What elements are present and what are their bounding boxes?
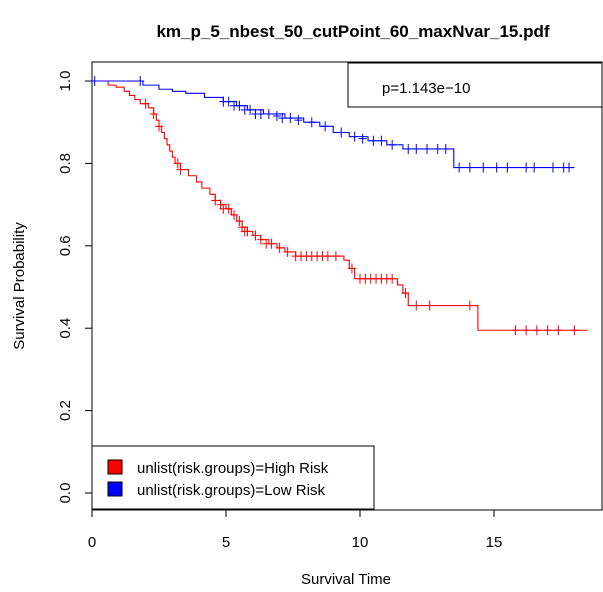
y-axis-label: Survival Probability [11, 222, 28, 350]
censor-mark-low-risk [492, 162, 501, 173]
p-value-text: p=1.143e−10 [382, 80, 470, 97]
censor-mark-low-risk [404, 143, 413, 154]
x-axis-label: Survival Time [301, 571, 391, 588]
censor-mark-high-risk [230, 209, 239, 220]
censor-mark-high-risk [465, 300, 474, 311]
x-axis: 0 5 10 15 [88, 509, 503, 551]
censor-mark-low-risk [441, 143, 450, 154]
censor-mark-low-risk [433, 143, 442, 154]
censor-mark-low-risk [264, 108, 273, 119]
censor-mark-high-risk [176, 164, 185, 175]
series-line-high-risk [92, 80, 588, 331]
p-value-box: p=1.143e−10 [347, 62, 603, 108]
censor-mark-high-risk [425, 300, 434, 311]
chart-title: km_p_5_nbest_50_cutPoint_60_maxNvar_15.p… [156, 22, 549, 41]
censor-mark-high-risk [256, 234, 265, 245]
legend-swatch-high-risk [107, 459, 123, 475]
censor-mark-low-risk [479, 162, 488, 173]
censor-mark-low-risk [224, 96, 233, 107]
censor-mark-high-risk [331, 251, 340, 262]
y-tick-label: 1.0 [57, 71, 74, 92]
censor-mark-low-risk [272, 111, 281, 122]
censor-mark-high-risk [211, 195, 220, 206]
x-tick-label: 10 [352, 534, 369, 551]
y-axis: 0.0 0.2 0.4 0.6 0.8 1.0 [57, 71, 93, 504]
censor-mark-low-risk [256, 108, 265, 119]
censor-mark-high-risk [275, 242, 284, 253]
legend-swatch-low-risk [107, 481, 123, 497]
series-layer [90, 76, 588, 336]
censor-mark-high-risk [532, 325, 541, 336]
censor-mark-low-risk [350, 131, 359, 142]
censor-mark-high-risk [224, 203, 233, 214]
censor-mark-high-risk [155, 121, 163, 132]
censor-mark-low-risk [369, 135, 378, 146]
censor-mark-low-risk [246, 104, 255, 115]
censor-mark-low-risk [337, 127, 346, 138]
y-tick-label: 0.4 [57, 318, 74, 339]
censor-mark-high-risk [522, 325, 531, 336]
censor-mark-high-risk [554, 325, 563, 336]
censor-mark-high-risk [243, 226, 252, 237]
censor-mark-low-risk [358, 133, 367, 144]
censor-mark-low-risk [235, 100, 244, 111]
y-tick-label: 0.6 [57, 235, 74, 256]
censor-mark-high-risk [173, 158, 182, 169]
censor-mark-high-risk [543, 325, 552, 336]
censor-mark-high-risk [388, 273, 397, 284]
censor-mark-low-risk [503, 162, 512, 173]
censor-mark-high-risk [141, 98, 150, 109]
censor-mark-low-risk [548, 162, 557, 173]
p-value-box-frame [347, 62, 603, 108]
censor-mark-low-risk [412, 143, 421, 154]
censor-mark-low-risk [465, 162, 474, 173]
censor-mark-high-risk [511, 325, 520, 336]
y-tick-label: 0.0 [57, 483, 74, 504]
censor-mark-low-risk [278, 113, 287, 124]
censor-mark-high-risk [235, 216, 244, 227]
censor-mark-high-risk [149, 108, 158, 119]
censor-mark-high-risk [323, 251, 332, 262]
y-tick-label: 0.2 [57, 400, 74, 421]
censor-mark-low-risk [530, 162, 539, 173]
legend-label-low-risk: unlist(risk.groups)=Low Risk [137, 482, 325, 499]
censor-mark-low-risk [388, 139, 397, 150]
censor-mark-low-risk [286, 113, 295, 124]
legend-frame [91, 445, 375, 510]
x-tick-label: 5 [222, 534, 230, 551]
censor-mark-low-risk [565, 162, 574, 173]
censor-mark-high-risk [267, 238, 276, 249]
censor-mark-high-risk [570, 325, 579, 336]
censor-mark-low-risk [423, 143, 431, 154]
legend-label-high-risk: unlist(risk.groups)=High Risk [137, 460, 329, 477]
y-tick-label: 0.8 [57, 153, 74, 174]
censor-mark-low-risk [294, 115, 303, 126]
censor-mark-low-risk [377, 135, 386, 146]
censor-mark-high-risk [401, 288, 410, 299]
censor-mark-low-risk [90, 76, 99, 86]
legend: unlist(risk.groups)=High Risk unlist(ris… [91, 445, 375, 510]
censor-mark-high-risk [347, 263, 356, 274]
censor-mark-high-risk [412, 300, 421, 311]
censor-mark-low-risk [307, 117, 316, 128]
censor-mark-low-risk [136, 76, 145, 86]
censor-mark-low-risk [321, 121, 330, 132]
censor-mark-low-risk [455, 162, 464, 173]
x-tick-label: 15 [486, 534, 503, 551]
censor-mark-low-risk [522, 162, 531, 173]
x-tick-label: 0 [88, 534, 96, 551]
censor-mark-high-risk [283, 246, 292, 257]
censor-mark-high-risk [251, 230, 260, 241]
